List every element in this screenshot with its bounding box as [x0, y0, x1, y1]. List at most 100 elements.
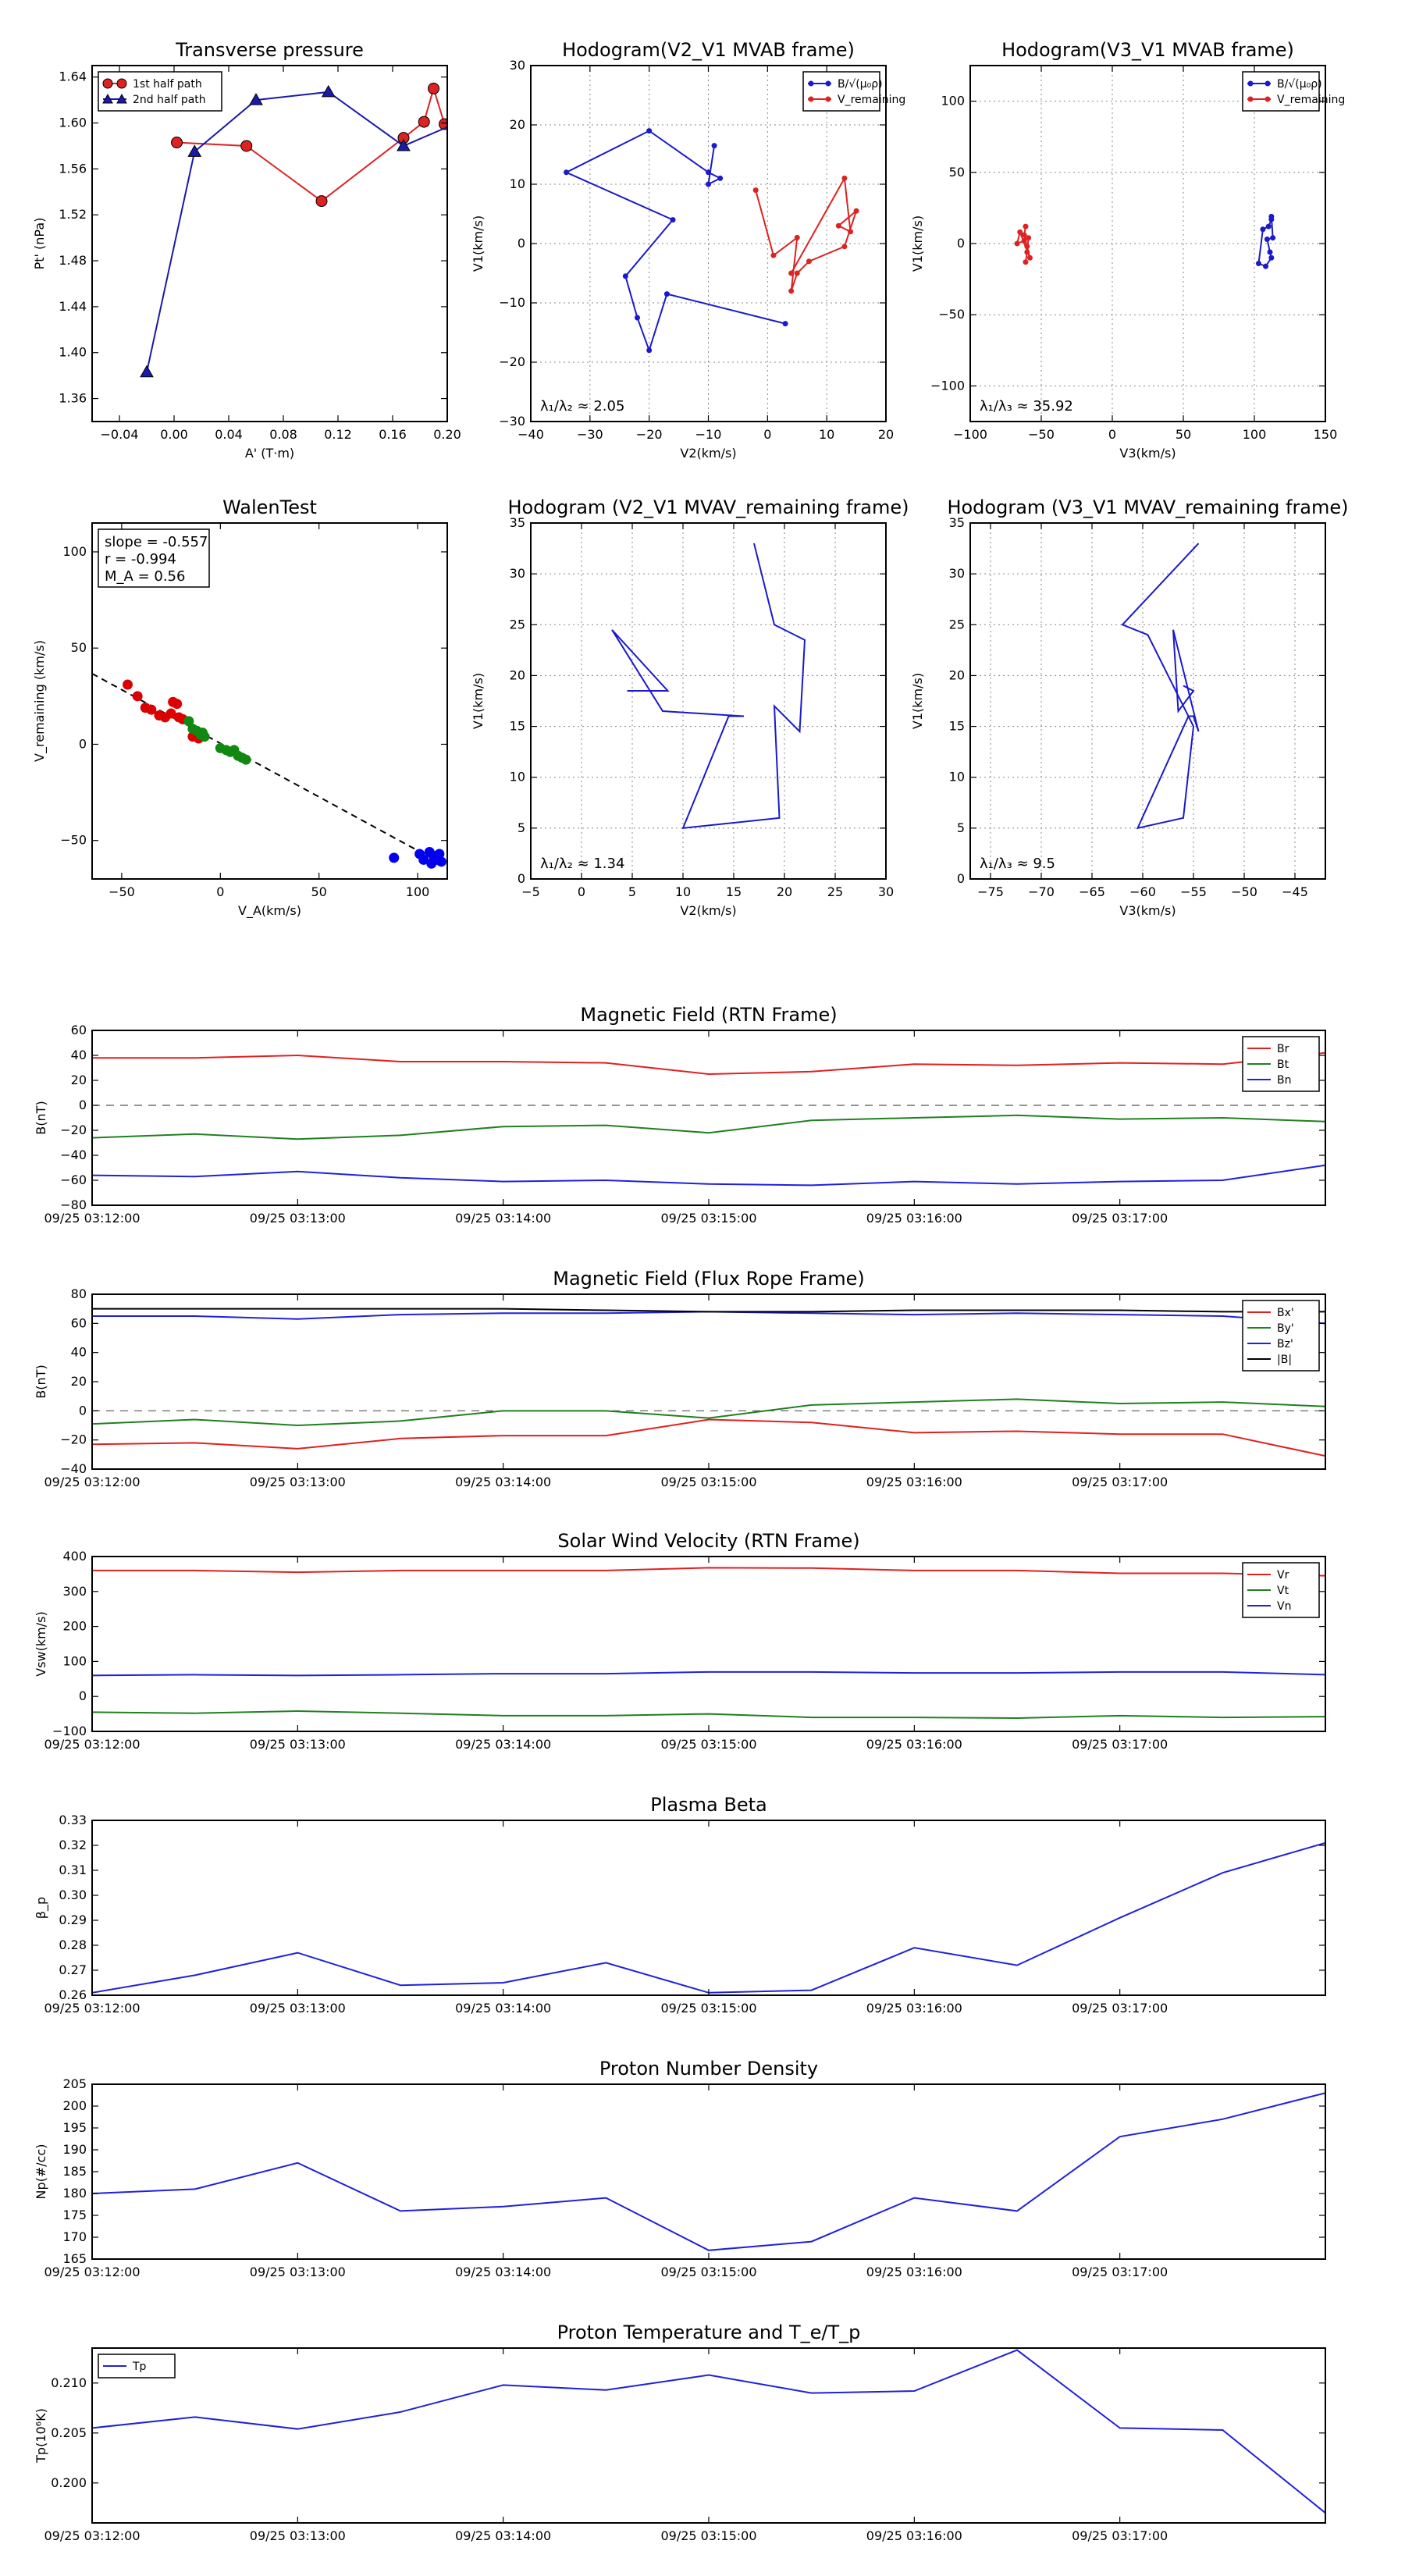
- x-tick-label: 0.12: [324, 427, 352, 442]
- time-tick-label: 09/25 03:13:00: [250, 2001, 346, 2016]
- axes-frame: [91, 1293, 1326, 1470]
- plot-area: [92, 1567, 1325, 1719]
- y-tick-label: 10: [510, 176, 525, 191]
- y-axis-label: B(nT): [34, 1364, 48, 1398]
- fit-line: [91, 673, 442, 864]
- data-point: [788, 288, 795, 294]
- y-tick-label: 50: [71, 640, 87, 655]
- x-tick-label: 0: [216, 884, 224, 899]
- y-tick-label: 165: [62, 2251, 87, 2266]
- data-point: [1026, 235, 1032, 241]
- data-point: [434, 849, 445, 859]
- data-point: [1255, 261, 1261, 267]
- eigenvalue-ratio-note: λ₁/λ₃ ≈ 9.5: [980, 856, 1055, 872]
- y-tick-label: 0.33: [59, 1813, 87, 1827]
- data-point: [752, 187, 759, 194]
- data-point: [397, 138, 411, 151]
- time-tick-label: 09/25 03:13:00: [250, 1737, 346, 1752]
- time-tick-label: 09/25 03:17:00: [1072, 1475, 1168, 1489]
- x-tick-label: 50: [1176, 427, 1191, 442]
- time-tick-label: 09/25 03:16:00: [866, 2265, 962, 2279]
- x-tick-label: 100: [1243, 427, 1267, 442]
- x-tick-label: −10: [695, 427, 722, 442]
- time-tick-label: 09/25 03:15:00: [660, 2001, 756, 2016]
- data-point: [717, 175, 724, 181]
- chart-title: Magnetic Field (Flux Rope Frame): [553, 1268, 864, 1290]
- y-tick-label: 20: [949, 667, 965, 682]
- data-point: [436, 856, 446, 867]
- y-tick-label: 0: [957, 236, 965, 251]
- y-tick-label: 80: [71, 1286, 87, 1301]
- y-tick-label: −10: [499, 295, 525, 310]
- y-tick-label: 1.36: [59, 391, 87, 406]
- magnetic-field-flux-rope-chart: 09/25 03:12:00 09/25 03:13:00 09/25 03:14:…: [34, 1268, 1326, 1489]
- legend: B/√(μ₀ρ) V_remaining: [802, 71, 905, 112]
- data-point: [240, 754, 251, 765]
- data-point: [199, 731, 210, 742]
- data-point: [240, 140, 253, 152]
- plot-area: [1014, 213, 1276, 269]
- data-point: [646, 347, 653, 354]
- y-tick-label: 0.31: [59, 1863, 87, 1877]
- data-point: [1263, 263, 1269, 269]
- eigenvalue-ratio-note: λ₁/λ₂ ≈ 2.05: [540, 398, 624, 415]
- axes-frame: [91, 522, 448, 880]
- time-tick-label: 09/25 03:12:00: [44, 1211, 140, 1226]
- x-tick-label: −55: [1180, 884, 1207, 899]
- time-tick-label: 09/25 03:14:00: [455, 2001, 551, 2016]
- data-point: [1021, 232, 1027, 238]
- x-tick-label: −20: [636, 427, 663, 442]
- time-tick-label: 09/25 03:17:00: [1072, 2265, 1168, 2279]
- y-tick-label: 0.30: [59, 1888, 87, 1902]
- series-line-Np: [92, 2092, 1325, 2251]
- walen-test-chart: −50 0 50 100 −50 0 50 100 WalenTest V_A(km/s) V_re…: [32, 496, 448, 919]
- x-tick-label: −45: [1282, 884, 1308, 899]
- data-point: [1026, 254, 1033, 261]
- time-tick-label: 09/25 03:14:00: [455, 1211, 551, 1226]
- legend-label: 1st half path: [133, 78, 202, 91]
- x-tick-label: −40: [518, 427, 544, 442]
- y-tick-label: 0: [79, 1403, 87, 1418]
- data-point: [1024, 249, 1030, 255]
- time-tick-label: 09/25 03:16:00: [866, 1475, 962, 1489]
- series-line-2nd half path: [146, 91, 447, 372]
- proton-number-density-chart: 09/25 03:12:00 09/25 03:13:00 09/25 03:14:…: [34, 2058, 1326, 2279]
- legend-label: Bn: [1277, 1074, 1291, 1087]
- data-point: [446, 120, 447, 126]
- y-tick-label: 15: [949, 719, 965, 734]
- chart-title: Plasma Beta: [650, 1794, 767, 1816]
- eigenvalue-ratio-note: λ₁/λ₃ ≈ 35.92: [980, 398, 1073, 415]
- time-tick-label: 09/25 03:17:00: [1072, 1211, 1168, 1226]
- time-tick-label: 09/25 03:17:00: [1072, 1737, 1168, 1752]
- series-line-|B|: [92, 1308, 1325, 1313]
- data-point: [389, 852, 400, 863]
- y-axis-label: Np(#/cc): [34, 2144, 48, 2200]
- plot-area: [1121, 543, 1200, 830]
- y-tick-label: −30: [499, 414, 525, 429]
- x-tick-label: −75: [977, 884, 1004, 899]
- series-line-Vt: [92, 1710, 1325, 1719]
- data-point: [171, 137, 183, 149]
- y-tick-label: 30: [949, 566, 965, 581]
- time-tick-label: 09/25 03:12:00: [44, 2265, 140, 2279]
- data-point: [428, 82, 439, 94]
- y-tick-label: 0.210: [51, 2375, 87, 2390]
- y-tick-label: 0: [79, 1688, 87, 1703]
- y-axis-label: V1(km/s): [471, 215, 486, 272]
- legend-label: |B|: [1277, 1354, 1292, 1366]
- x-tick-label: 100: [406, 884, 430, 899]
- y-tick-label: 0.27: [59, 1962, 87, 1977]
- x-tick-label: 20: [878, 427, 894, 442]
- legend-label: Bt: [1277, 1059, 1289, 1071]
- y-axis-label: Pt' (nPa): [32, 218, 47, 270]
- y-tick-label: 0: [518, 871, 525, 886]
- series-line-beta: [92, 1841, 1325, 1994]
- data-point: [788, 270, 795, 276]
- x-tick-label: 10: [819, 427, 834, 442]
- axes-frame: [91, 65, 448, 422]
- data-point: [1017, 229, 1023, 235]
- data-point: [1265, 223, 1272, 229]
- data-point: [1021, 237, 1027, 244]
- legend: Tp: [98, 2354, 176, 2379]
